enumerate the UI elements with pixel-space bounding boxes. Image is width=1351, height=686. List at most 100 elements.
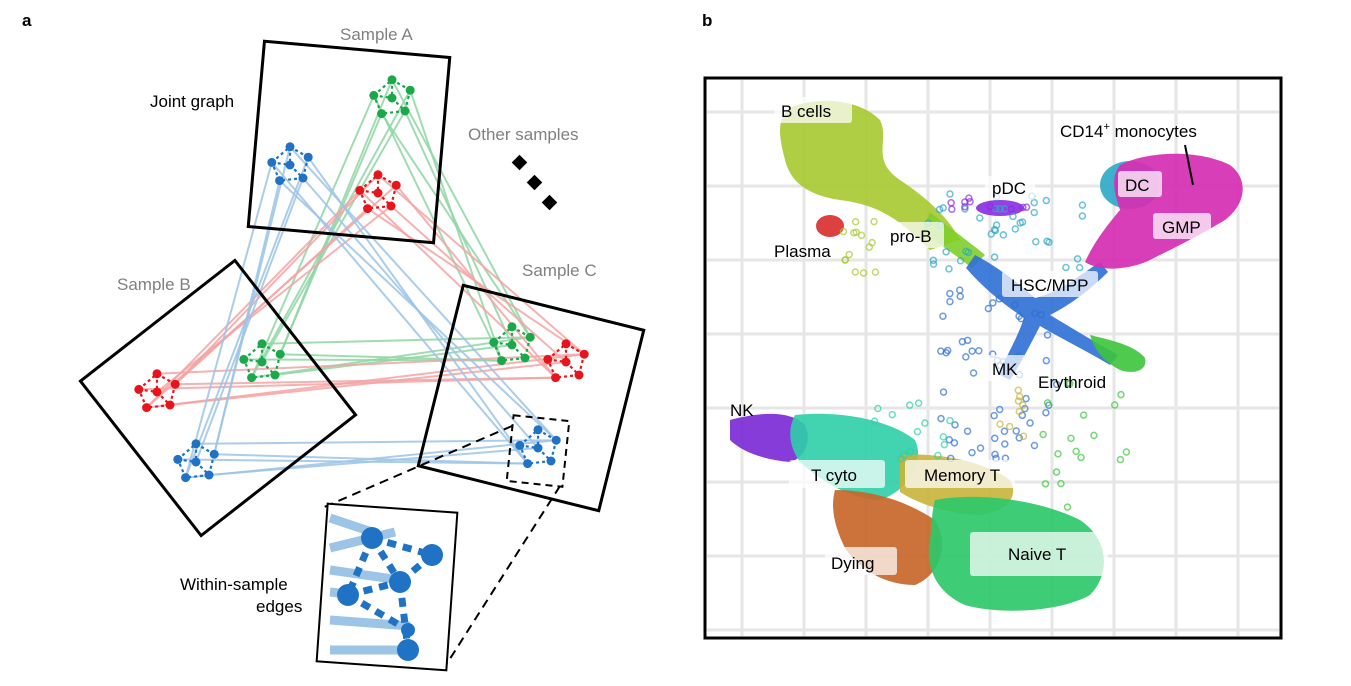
scatter-point [1015,407,1024,416]
scatter-point [929,256,938,265]
cross-sample-edges [138,79,585,479]
cross-edge [156,353,585,375]
scatter-point [958,337,967,346]
scatter-point [1030,208,1038,217]
scatter-point [1078,212,1087,220]
scatter-point [1022,203,1031,211]
scatter-point [874,404,882,413]
scatter-point [942,348,950,357]
scatter-point [984,304,993,313]
scatter-point [962,247,970,256]
scatter-point [859,269,868,277]
scatter-point [1062,263,1070,272]
scatter-point [946,297,954,306]
cross-edge [177,458,528,465]
cross-edge [250,95,375,378]
scatter-point [845,250,853,259]
scatter-point [1017,314,1025,323]
label-erythroid: Erythroid [1038,373,1106,392]
scatter-point [1030,198,1038,207]
embedding-border [703,76,1283,640]
scatter-point [913,427,922,436]
scatter-point [1073,255,1082,263]
scatter-point [991,450,999,459]
scatter-point [841,256,850,264]
node-cluster-c-red [543,339,589,383]
joint-graph-label: Joint graph [150,92,234,111]
scatter-point [1110,401,1119,409]
scatter-point [1000,427,1009,435]
zoom-line-right [445,485,561,666]
scatter-point [1079,411,1088,419]
scatter-point [1042,196,1051,205]
label-dying: Dying [831,554,874,573]
scatter-point [990,411,998,420]
scatter-point [939,388,948,396]
cd14-pointer [1184,144,1194,186]
scatter-point [1001,440,1009,448]
scatter-point [870,217,878,226]
scatter-point [1015,434,1023,442]
cluster-erythroid [1090,335,1146,372]
scatter-point [937,414,945,423]
zoom-source-box [505,414,571,488]
node-cluster-b-red [134,369,180,413]
scatter-point [996,420,1004,428]
scatter-point [888,410,897,419]
within-sample-label-1: Within-sample [180,575,288,594]
label-t-cyto: T cyto [811,466,857,485]
scatter-point [956,286,964,294]
scatter-point [914,399,923,407]
cross-edge [251,336,531,379]
scatter-point [939,312,947,321]
scatter-point [1007,205,1015,213]
node-cluster-c-green [489,322,535,366]
scatter-point [1018,218,1027,226]
node-cluster-a-green [369,75,415,119]
scatter-points [839,190,1131,511]
scatter-point [966,197,974,206]
ellipsis-dots [511,154,558,211]
scatter-point [946,416,954,425]
scatter-point [956,256,965,265]
scatter-point [995,295,1004,303]
scatter-point [1072,447,1080,456]
cross-edge [195,439,557,445]
scatter-point [1117,390,1125,399]
cross-edge [278,179,557,441]
scatter-point [1066,380,1074,388]
cluster-b-cells [780,100,960,250]
scatter-point [947,199,955,207]
scatter-point [992,221,1001,229]
cluster-pdc [976,200,1024,216]
scatter-point [1030,441,1039,450]
scatter-point [1014,397,1023,405]
node-cluster-a-blue [267,142,313,186]
cross-edge [185,439,557,479]
label-gmp: GMP [1162,218,1201,237]
scatter-point [1031,309,1039,317]
cross-edge [195,177,304,463]
cross-edge [213,180,281,455]
within-sample-label-2: edges [256,597,302,616]
label-memory-t: Memory T [924,466,1000,485]
cross-edge [359,189,557,379]
sample-b-label: Sample B [117,275,191,294]
scatter-point [870,417,879,425]
scatter-point [871,268,880,276]
label-dc: DC [1125,176,1150,195]
scatter-point [1019,432,1028,441]
scatter-point [868,238,876,247]
scatter-point [1116,455,1125,464]
scatter-point [1042,356,1051,365]
scatter-point [897,454,905,463]
scatter-point [1041,480,1050,488]
scatter-point [939,204,947,212]
scatter-point [995,405,1004,414]
cluster-labels: B cells CD14+ monocytes pDC DC GMP Plasm… [730,97,1211,576]
scatter-point [1067,434,1075,443]
scatter-point [939,433,948,441]
sample-c-frame [416,283,646,513]
panel-a-letter: a [22,11,32,30]
label-hsc-mpp: HSC/MPP [1011,276,1088,295]
